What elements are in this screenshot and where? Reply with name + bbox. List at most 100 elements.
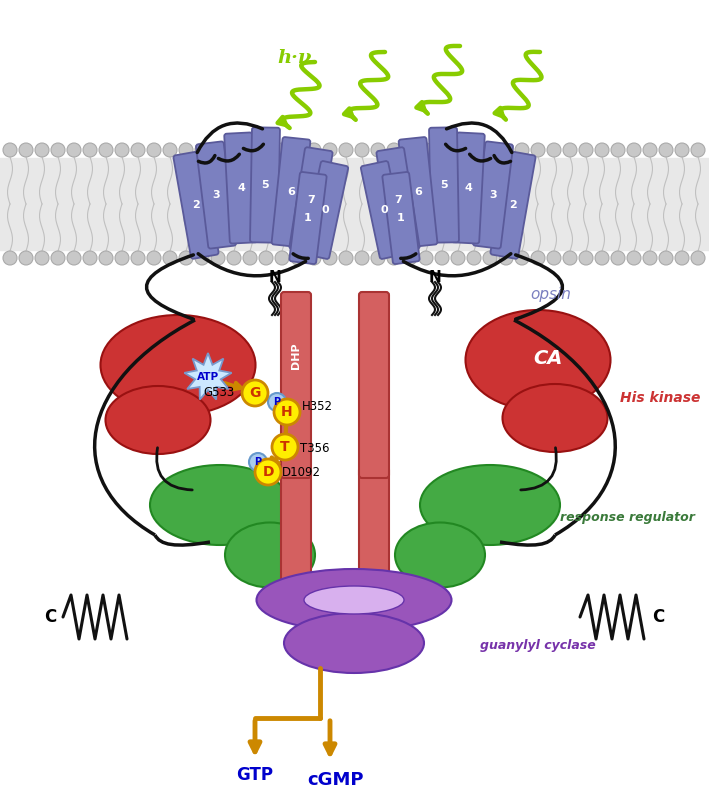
Circle shape [563, 251, 577, 265]
FancyBboxPatch shape [359, 292, 389, 478]
Text: 1: 1 [304, 213, 312, 223]
Circle shape [275, 143, 289, 157]
Ellipse shape [257, 569, 452, 631]
Circle shape [595, 143, 609, 157]
FancyBboxPatch shape [451, 133, 485, 243]
FancyBboxPatch shape [491, 151, 535, 258]
Circle shape [291, 251, 305, 265]
Circle shape [499, 251, 513, 265]
Circle shape [579, 143, 593, 157]
Circle shape [227, 143, 241, 157]
Circle shape [131, 143, 145, 157]
Circle shape [643, 143, 657, 157]
Circle shape [563, 143, 577, 157]
Circle shape [595, 251, 609, 265]
Text: T356: T356 [300, 442, 330, 454]
Circle shape [675, 143, 689, 157]
Polygon shape [184, 353, 232, 399]
Text: C: C [652, 608, 664, 626]
Circle shape [355, 251, 369, 265]
Ellipse shape [106, 386, 211, 454]
Text: G533: G533 [203, 386, 235, 399]
Ellipse shape [304, 586, 404, 614]
Circle shape [691, 251, 705, 265]
Text: CA: CA [533, 349, 563, 367]
Circle shape [131, 251, 145, 265]
Circle shape [67, 251, 81, 265]
Circle shape [611, 143, 625, 157]
Text: D: D [262, 465, 274, 479]
Circle shape [515, 251, 529, 265]
Circle shape [51, 143, 65, 157]
Circle shape [675, 251, 689, 265]
Text: H: H [281, 405, 293, 419]
Ellipse shape [395, 522, 485, 587]
Circle shape [227, 251, 241, 265]
Text: cGMP: cGMP [307, 771, 363, 789]
Text: 7: 7 [394, 195, 402, 205]
Ellipse shape [284, 613, 424, 673]
Circle shape [195, 251, 209, 265]
Circle shape [243, 251, 257, 265]
Text: 2: 2 [192, 200, 200, 210]
Circle shape [163, 143, 177, 157]
Circle shape [323, 143, 337, 157]
Circle shape [547, 143, 561, 157]
Text: 7: 7 [307, 195, 315, 205]
Circle shape [275, 251, 289, 265]
Text: 0: 0 [380, 205, 388, 215]
Circle shape [643, 251, 657, 265]
Text: N: N [429, 270, 442, 286]
Text: guanylyl cyclase: guanylyl cyclase [480, 638, 596, 651]
Circle shape [499, 143, 513, 157]
Circle shape [691, 143, 705, 157]
Circle shape [339, 251, 353, 265]
FancyBboxPatch shape [289, 147, 333, 253]
Circle shape [99, 251, 113, 265]
Circle shape [547, 251, 561, 265]
Circle shape [115, 251, 129, 265]
Circle shape [163, 251, 177, 265]
Text: 6: 6 [287, 187, 295, 197]
Circle shape [3, 143, 17, 157]
FancyBboxPatch shape [250, 127, 280, 242]
Circle shape [579, 251, 593, 265]
Circle shape [291, 143, 305, 157]
Circle shape [147, 143, 161, 157]
Circle shape [467, 251, 481, 265]
FancyBboxPatch shape [281, 467, 311, 583]
Circle shape [659, 251, 673, 265]
Circle shape [255, 459, 281, 485]
FancyBboxPatch shape [359, 467, 389, 583]
Circle shape [272, 434, 298, 460]
Circle shape [403, 251, 417, 265]
Text: G: G [250, 386, 261, 400]
Circle shape [355, 143, 369, 157]
Circle shape [627, 251, 641, 265]
Circle shape [268, 393, 286, 411]
Circle shape [435, 143, 449, 157]
Circle shape [483, 251, 497, 265]
FancyBboxPatch shape [382, 172, 420, 264]
Circle shape [451, 251, 465, 265]
Circle shape [467, 143, 481, 157]
FancyBboxPatch shape [473, 142, 513, 249]
Circle shape [307, 251, 321, 265]
Circle shape [323, 251, 337, 265]
Circle shape [259, 251, 273, 265]
Text: 5: 5 [440, 180, 448, 190]
Circle shape [3, 251, 17, 265]
Circle shape [35, 251, 49, 265]
FancyBboxPatch shape [361, 161, 407, 259]
FancyBboxPatch shape [302, 161, 348, 259]
Circle shape [243, 143, 257, 157]
Text: ATP: ATP [197, 372, 219, 382]
Text: H352: H352 [302, 401, 333, 414]
Text: DHP: DHP [291, 342, 301, 370]
Text: N: N [269, 270, 281, 286]
Ellipse shape [503, 384, 608, 452]
Circle shape [307, 143, 321, 157]
FancyBboxPatch shape [398, 137, 437, 247]
Text: 0: 0 [321, 205, 329, 215]
Text: 4: 4 [237, 183, 245, 193]
